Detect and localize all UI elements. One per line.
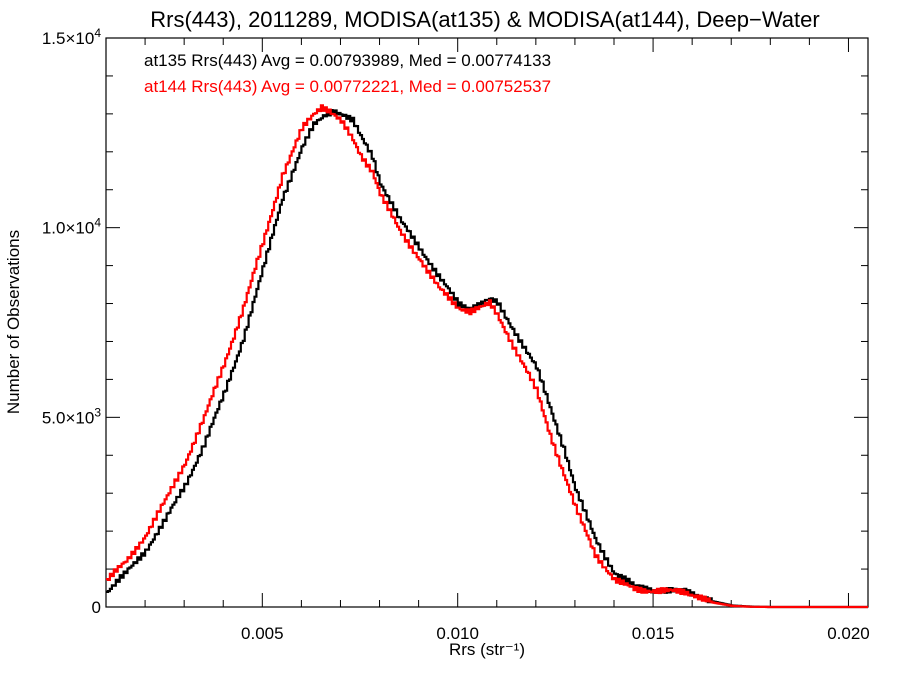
y-tick-label: 1.5×104 bbox=[42, 26, 101, 48]
y-tick-mantissa: 5.0×10 bbox=[42, 408, 94, 427]
series-line-0 bbox=[106, 109, 868, 609]
y-axis-title: Number of Observations bbox=[4, 230, 23, 414]
y-tick-label: 1.0×104 bbox=[42, 216, 101, 238]
axis-ticks: 0.005 0.010 0.015 0.02005.0×1031.0×1041.5×1… bbox=[42, 26, 870, 643]
chart-title: Rrs(443), 2011289, MODISA(at135) & MODIS… bbox=[150, 7, 819, 32]
series-layer bbox=[106, 104, 868, 609]
y-tick-label: 0 bbox=[92, 598, 101, 617]
y-tick-mantissa: 1.0×10 bbox=[42, 219, 94, 238]
y-tick-exponent: 3 bbox=[94, 405, 101, 419]
legend-entry-at135: at135 Rrs(443) Avg = 0.00793989, Med = 0… bbox=[144, 51, 551, 70]
x-tick-label: 0.015 bbox=[632, 624, 675, 643]
y-tick-mantissa: 1.5×10 bbox=[42, 29, 94, 48]
x-tick-label: 0.020 bbox=[827, 624, 870, 643]
legend-entry-at144: at144 Rrs(443) Avg = 0.00772221, Med = 0… bbox=[144, 77, 551, 96]
y-tick-exponent: 4 bbox=[94, 216, 101, 230]
x-tick-label: 0.005 bbox=[241, 624, 284, 643]
plot-frame bbox=[105, 37, 869, 608]
x-axis-title-text: Rrs (str⁻¹) bbox=[449, 640, 525, 659]
y-tick-exponent: 4 bbox=[94, 26, 101, 40]
x-tick-label: 0.010 bbox=[436, 624, 479, 643]
y-tick-mantissa: 0 bbox=[92, 598, 101, 617]
series-line-1 bbox=[106, 104, 868, 609]
y-tick-label: 5.0×103 bbox=[42, 405, 101, 427]
x-axis-title: Rrs (str⁻¹) bbox=[449, 640, 525, 659]
